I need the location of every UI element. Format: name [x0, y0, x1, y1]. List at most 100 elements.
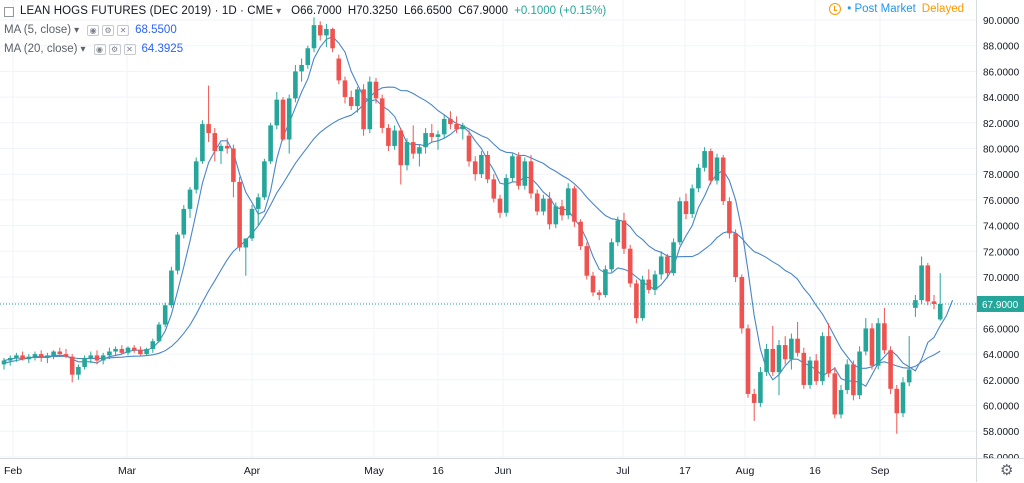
candle[interactable] [888, 346, 893, 394]
candle[interactable] [516, 152, 521, 190]
candle[interactable] [844, 359, 850, 394]
candle[interactable] [336, 54, 342, 85]
candle[interactable] [379, 94, 385, 134]
eye-icon[interactable]: ◉ [93, 44, 106, 55]
candle[interactable] [782, 336, 788, 365]
candle[interactable] [497, 194, 503, 218]
chevron-down-icon[interactable]: ▾ [74, 25, 80, 36]
candle[interactable] [150, 338, 156, 353]
candle[interactable] [410, 125, 416, 159]
candle[interactable] [770, 325, 776, 376]
candle[interactable] [634, 279, 639, 324]
candle[interactable] [510, 153, 515, 182]
candle[interactable] [38, 350, 44, 362]
candle[interactable] [603, 265, 608, 298]
candle[interactable] [373, 77, 379, 104]
candle[interactable] [708, 148, 714, 185]
candle[interactable] [615, 216, 621, 247]
candle[interactable] [522, 157, 528, 190]
candle[interactable] [795, 321, 800, 357]
candle[interactable] [658, 251, 664, 280]
candle[interactable] [76, 364, 81, 380]
candle[interactable] [423, 127, 428, 154]
candle[interactable] [82, 355, 87, 370]
candle[interactable] [57, 347, 63, 356]
candle[interactable] [627, 244, 633, 288]
candle[interactable] [448, 111, 453, 130]
candle[interactable] [274, 91, 280, 130]
candle[interactable] [404, 138, 410, 171]
candle[interactable] [125, 346, 131, 356]
candle[interactable] [342, 76, 348, 104]
candle[interactable] [268, 122, 273, 164]
candle[interactable] [144, 347, 149, 356]
candle[interactable] [45, 352, 50, 364]
eye-icon[interactable]: ◉ [87, 25, 100, 36]
candle[interactable] [758, 366, 763, 407]
candle[interactable] [813, 354, 819, 385]
candle[interactable] [534, 189, 540, 216]
candle[interactable] [26, 354, 32, 364]
candle[interactable] [255, 193, 261, 226]
candle[interactable] [429, 124, 435, 143]
candle[interactable] [801, 347, 807, 389]
candle[interactable] [107, 347, 112, 360]
candle[interactable] [820, 332, 825, 385]
candle[interactable] [131, 345, 137, 353]
symbol-checkbox-icon[interactable] [4, 6, 14, 17]
candle[interactable] [286, 94, 292, 154]
candle[interactable] [1, 357, 7, 370]
candle[interactable] [851, 360, 856, 401]
candle[interactable] [51, 350, 56, 360]
chart-plot-area[interactable] [0, 0, 976, 458]
candle[interactable] [417, 144, 422, 167]
indicator-label[interactable]: MA (20, close) [4, 43, 78, 55]
candle[interactable] [206, 85, 211, 143]
candle[interactable] [243, 238, 249, 276]
candle[interactable] [857, 346, 862, 400]
candle[interactable] [751, 388, 757, 421]
candle[interactable] [683, 193, 689, 220]
candlestick-chart[interactable] [0, 0, 976, 458]
candle[interactable] [398, 127, 404, 185]
candle[interactable] [677, 197, 683, 245]
candle[interactable] [826, 323, 831, 378]
candle[interactable] [838, 384, 844, 419]
candle[interactable] [113, 346, 118, 356]
candle[interactable] [441, 115, 447, 139]
candle[interactable] [727, 197, 732, 239]
candle[interactable] [609, 238, 614, 272]
candle[interactable] [584, 242, 590, 280]
candle[interactable] [224, 138, 230, 154]
candle[interactable] [348, 90, 354, 110]
close-icon[interactable]: ✕ [123, 44, 136, 55]
candle[interactable] [689, 184, 695, 218]
candle[interactable] [212, 127, 218, 162]
chevron-down-icon[interactable]: ▾ [276, 6, 282, 17]
candle[interactable] [863, 318, 869, 356]
candle[interactable] [882, 307, 887, 355]
candle[interactable] [553, 202, 559, 229]
candle[interactable] [193, 157, 199, 194]
candle[interactable] [565, 183, 571, 220]
candle[interactable] [94, 350, 100, 365]
candle[interactable] [100, 352, 106, 365]
candle[interactable] [472, 156, 478, 181]
candle[interactable] [503, 174, 509, 217]
price-axis[interactable]: 90.0000 88.0000 86.0000 84.0000 82.0000 80.00… [976, 0, 1024, 458]
candle[interactable] [906, 336, 912, 387]
candle[interactable] [528, 154, 534, 199]
candle[interactable] [646, 269, 652, 294]
candle[interactable] [119, 345, 125, 355]
candle[interactable] [324, 23, 329, 47]
settings-icon[interactable]: ⚙ [102, 25, 115, 36]
candle[interactable] [764, 343, 769, 376]
candle[interactable] [572, 185, 577, 227]
candle[interactable] [485, 151, 490, 184]
candle[interactable] [237, 176, 242, 252]
candle[interactable] [739, 274, 745, 334]
candle[interactable] [175, 232, 180, 275]
candle[interactable] [280, 97, 286, 141]
candle[interactable] [479, 151, 484, 179]
candle[interactable] [355, 86, 360, 113]
